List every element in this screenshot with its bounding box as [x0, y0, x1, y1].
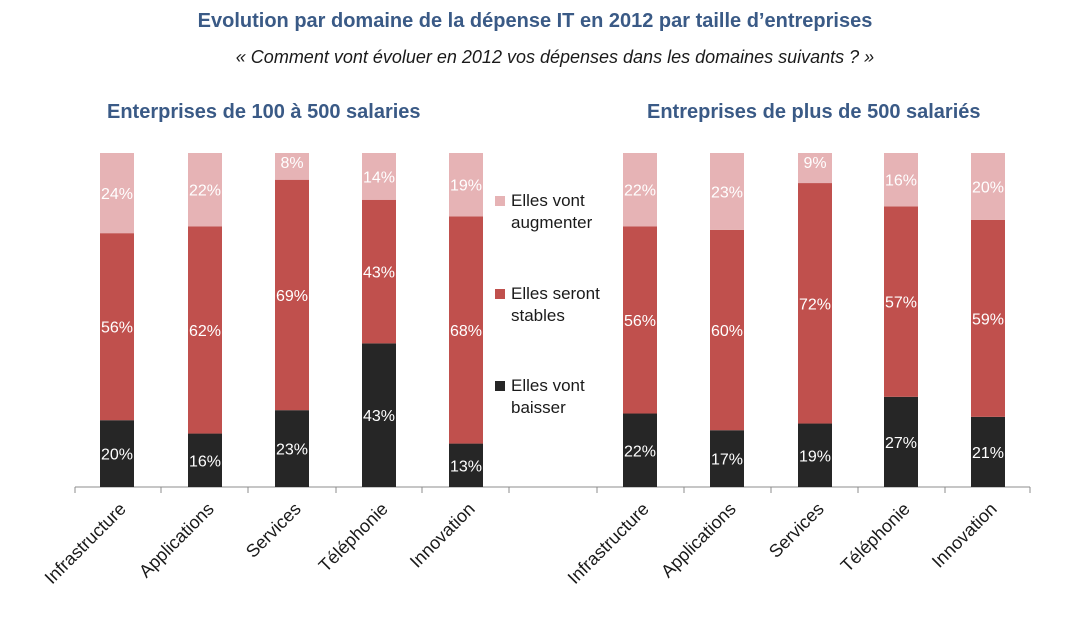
category-label-g2-innovation: Innovation [928, 499, 1001, 572]
bar-g1-applications-stable [188, 226, 222, 434]
bar-g2-applications-up [710, 153, 744, 230]
category-label-g2-infrastructure: Infrastructure [564, 499, 653, 588]
data-label-g1-services-stable: 69% [276, 288, 308, 305]
bar-g1-applications-up [188, 153, 222, 227]
data-label-g1-applications-down: 16% [189, 453, 221, 470]
bar-g2-services-down [798, 423, 832, 487]
bar-g1-services-down [275, 410, 309, 487]
bar-g1-innovation-up [449, 153, 483, 217]
bar-g1-services-up [275, 153, 309, 180]
category-label-g1-applications: Applications [135, 499, 218, 582]
data-label-g2-innovation-stable: 59% [972, 311, 1004, 328]
category-label-g1-services: Services [242, 499, 305, 562]
bar-g2-téléphonie-down [884, 396, 918, 487]
bar-g1-services-stable [275, 179, 309, 411]
data-label-g2-services-up: 9% [803, 155, 826, 172]
chart-subtitle: « Comment vont évoluer en 2012 vos dépen… [235, 47, 875, 67]
bar-g1-applications-down [188, 433, 222, 487]
data-label-g1-services-down: 23% [276, 442, 308, 459]
bar-g2-services-stable [798, 183, 832, 424]
bar-g2-applications-down [710, 430, 744, 487]
data-label-g2-infrastructure-up: 22% [624, 183, 656, 200]
bar-g1-infrastructure-down [100, 420, 134, 487]
bar-g1-infrastructure-stable [100, 233, 134, 421]
category-label-g2-services: Services [765, 499, 828, 562]
bar-g2-infrastructure-down [623, 413, 657, 487]
legend-swatch-up [495, 196, 505, 206]
bar-g1-infrastructure-up [100, 153, 134, 234]
category-label-g1-innovation: Innovation [406, 499, 479, 572]
data-label-g1-applications-stable: 62% [189, 323, 221, 340]
bar-g1-innovation-stable [449, 216, 483, 444]
legend-label-down-line2: baisser [511, 398, 566, 417]
legend-label-up-line2: augmenter [511, 213, 593, 232]
bar-g2-innovation-down [971, 416, 1005, 487]
bar-g2-infrastructure-stable [623, 226, 657, 414]
data-label-g1-infrastructure-stable: 56% [101, 320, 133, 337]
bar-g1-téléphonie-up [362, 153, 396, 200]
data-label-g1-innovation-up: 19% [450, 178, 482, 195]
data-label-g2-innovation-down: 21% [972, 445, 1004, 462]
data-label-g1-téléphonie-up: 14% [363, 169, 395, 186]
data-label-g1-applications-up: 22% [189, 183, 221, 200]
legend-swatch-stable [495, 289, 505, 299]
category-label-g2-téléphonie: Téléphonie [837, 499, 914, 576]
data-label-g1-infrastructure-down: 20% [101, 447, 133, 464]
category-label-g1-téléphonie: Téléphonie [315, 499, 392, 576]
bar-g2-innovation-up [971, 153, 1005, 220]
group-title-small-companies: Enterprises de 100 à 500 salaries [107, 101, 421, 123]
data-label-g2-services-down: 19% [799, 448, 831, 465]
legend-swatch-down [495, 381, 505, 391]
legend-label-stable-line1: Elles seront [511, 284, 600, 303]
data-label-g2-innovation-up: 20% [972, 179, 1004, 196]
bar-g1-téléphonie-stable [362, 199, 396, 344]
data-label-g1-services-up: 8% [280, 155, 303, 172]
data-label-g2-téléphonie-stable: 57% [885, 295, 917, 312]
chart-title: Evolution par domaine de la dépense IT e… [197, 10, 873, 32]
data-label-g1-téléphonie-down: 43% [363, 408, 395, 425]
legend-label-up-line1: Elles vont [511, 191, 585, 210]
data-label-g2-applications-down: 17% [711, 452, 743, 469]
category-label-g1-infrastructure: Infrastructure [41, 499, 130, 588]
legend-label-stable-line2: stables [511, 306, 565, 325]
category-label-g2-applications: Applications [657, 499, 740, 582]
data-label-g2-applications-stable: 60% [711, 323, 743, 340]
bar-g2-applications-stable [710, 229, 744, 431]
data-label-g1-téléphonie-stable: 43% [363, 265, 395, 282]
data-label-g2-infrastructure-stable: 56% [624, 313, 656, 330]
bar-g1-innovation-down [449, 443, 483, 487]
bar-g2-services-up [798, 153, 832, 184]
legend-label-down-line1: Elles vont [511, 376, 585, 395]
group-title-large-companies: Entreprises de plus de 500 salariés [647, 101, 981, 123]
data-label-g2-applications-up: 23% [711, 184, 743, 201]
data-label-g2-infrastructure-down: 22% [624, 443, 656, 460]
bar-g2-téléphonie-stable [884, 206, 918, 397]
bar-g2-infrastructure-up [623, 153, 657, 227]
data-label-g2-téléphonie-up: 16% [885, 173, 917, 190]
bar-g1-téléphonie-down [362, 343, 396, 487]
data-label-g2-services-stable: 72% [799, 296, 831, 313]
data-label-g1-innovation-stable: 68% [450, 323, 482, 340]
bar-g2-innovation-stable [971, 219, 1005, 417]
data-label-g2-téléphonie-down: 27% [885, 435, 917, 452]
bar-g2-téléphonie-up [884, 153, 918, 207]
data-label-g1-infrastructure-up: 24% [101, 186, 133, 203]
data-label-g1-innovation-down: 13% [450, 458, 482, 475]
